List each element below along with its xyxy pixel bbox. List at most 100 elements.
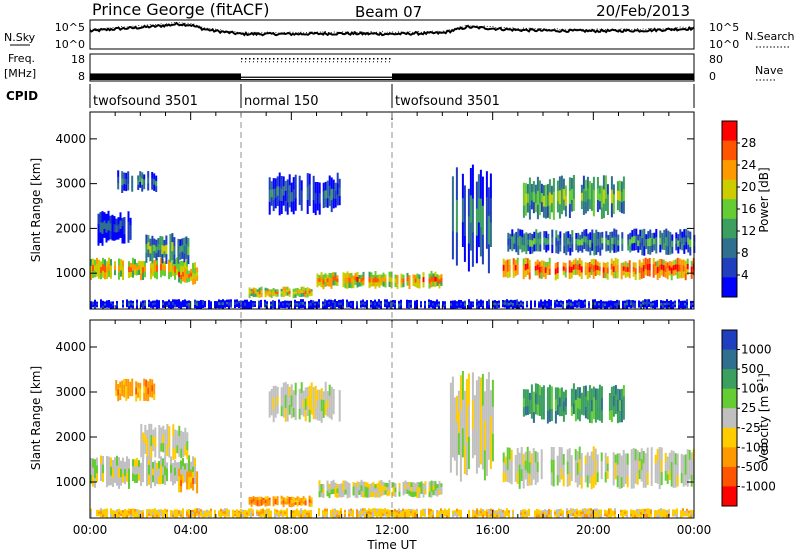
heat-cell bbox=[310, 503, 313, 507]
heat-cell bbox=[537, 238, 540, 246]
heat-cell bbox=[350, 272, 353, 279]
heat-cell bbox=[374, 271, 377, 278]
heat-cell bbox=[118, 514, 120, 518]
heat-cell bbox=[686, 299, 688, 303]
heat-cell bbox=[496, 305, 498, 309]
heat-cell bbox=[661, 232, 664, 239]
heat-cell bbox=[494, 515, 496, 519]
heat-cell bbox=[282, 512, 284, 515]
heat-cell bbox=[526, 269, 529, 275]
heat-cell bbox=[674, 259, 677, 265]
heat-cell bbox=[92, 467, 94, 478]
velocity-colorbar-label-3: 25 bbox=[741, 401, 756, 415]
heat-cell bbox=[308, 385, 311, 399]
heat-cell bbox=[282, 301, 284, 304]
heat-cell bbox=[156, 509, 158, 513]
heat-cell bbox=[600, 185, 603, 197]
heat-cell bbox=[368, 271, 371, 278]
heat-cell bbox=[101, 222, 104, 235]
heat-cell bbox=[154, 514, 156, 518]
heat-cell bbox=[142, 457, 144, 467]
heat-cell bbox=[282, 514, 284, 517]
heat-cell bbox=[268, 189, 271, 203]
heat-cell bbox=[97, 213, 100, 225]
heat-cell bbox=[674, 453, 677, 465]
heat-cell bbox=[290, 503, 293, 508]
heat-cell bbox=[176, 299, 178, 303]
heat-cell bbox=[550, 409, 553, 421]
heat-cell bbox=[517, 245, 520, 255]
heat-cell bbox=[620, 509, 622, 513]
heat-cell bbox=[126, 514, 128, 518]
heat-cell bbox=[122, 457, 124, 467]
heat-cell bbox=[392, 491, 395, 497]
heat-cell bbox=[610, 176, 613, 191]
heat-cell bbox=[643, 228, 646, 239]
heat-cell bbox=[598, 509, 600, 513]
heat-cell bbox=[542, 185, 545, 197]
heat-cell bbox=[556, 396, 559, 406]
heat-cell bbox=[96, 305, 98, 308]
heat-cell bbox=[410, 511, 412, 514]
heat-cell bbox=[540, 468, 543, 480]
heat-cell bbox=[526, 472, 529, 486]
heat-cell bbox=[226, 510, 228, 514]
heat-cell bbox=[360, 479, 363, 486]
heat-cell bbox=[524, 460, 527, 471]
heat-cell bbox=[614, 271, 617, 279]
heat-cell bbox=[386, 491, 389, 497]
heat-cell bbox=[318, 491, 321, 498]
heat-cell bbox=[628, 260, 631, 267]
heat-cell bbox=[604, 267, 607, 274]
heat-cell bbox=[662, 509, 664, 513]
heat-cell bbox=[620, 273, 623, 280]
heat-cell bbox=[674, 511, 676, 515]
heat-cell bbox=[328, 195, 331, 207]
heat-cell bbox=[368, 282, 371, 289]
heat-cell bbox=[531, 234, 534, 241]
heat-cell bbox=[475, 442, 478, 474]
x-tick-label-2: 08:00 bbox=[274, 523, 309, 537]
heat-cell bbox=[352, 306, 354, 310]
heat-cell bbox=[638, 513, 640, 517]
heat-cell bbox=[272, 385, 275, 399]
heat-cell bbox=[125, 393, 128, 401]
heat-cell bbox=[288, 196, 291, 208]
heat-cell bbox=[562, 464, 565, 476]
heat-cell bbox=[550, 302, 552, 307]
heat-cell bbox=[108, 270, 110, 278]
heat-cell bbox=[683, 237, 686, 246]
heat-cell bbox=[137, 392, 140, 398]
heat-cell bbox=[140, 477, 142, 486]
heat-cell bbox=[578, 446, 581, 460]
heat-cell bbox=[123, 378, 126, 386]
heat-cell bbox=[626, 475, 629, 488]
heat-cell bbox=[570, 510, 572, 514]
heat-cell bbox=[664, 462, 667, 472]
heat-cell bbox=[572, 403, 575, 415]
heat-cell bbox=[306, 387, 309, 397]
heat-cell bbox=[465, 410, 468, 444]
heat-cell bbox=[326, 282, 329, 287]
heat-cell bbox=[186, 303, 188, 307]
heat-cell bbox=[586, 273, 589, 279]
heat-cell bbox=[182, 267, 185, 273]
heat-cell bbox=[99, 212, 102, 223]
heat-cell bbox=[140, 273, 142, 281]
heat-cell bbox=[126, 512, 128, 516]
heat-cell bbox=[110, 271, 112, 279]
heat-cell bbox=[308, 301, 310, 304]
heat-cell bbox=[518, 304, 520, 307]
heat-cell bbox=[484, 512, 486, 515]
heat-cell bbox=[388, 512, 390, 515]
heat-cell bbox=[568, 448, 571, 461]
power-colorbar-swatch-1 bbox=[722, 140, 737, 161]
heat-cell bbox=[606, 303, 608, 307]
heat-cell bbox=[652, 270, 655, 278]
heat-cell bbox=[270, 515, 272, 518]
heat-cell bbox=[671, 240, 674, 248]
heat-cell bbox=[556, 475, 559, 486]
heat-cell bbox=[264, 499, 267, 504]
heat-cell bbox=[120, 460, 122, 470]
freq-label: Freq. bbox=[8, 52, 35, 65]
